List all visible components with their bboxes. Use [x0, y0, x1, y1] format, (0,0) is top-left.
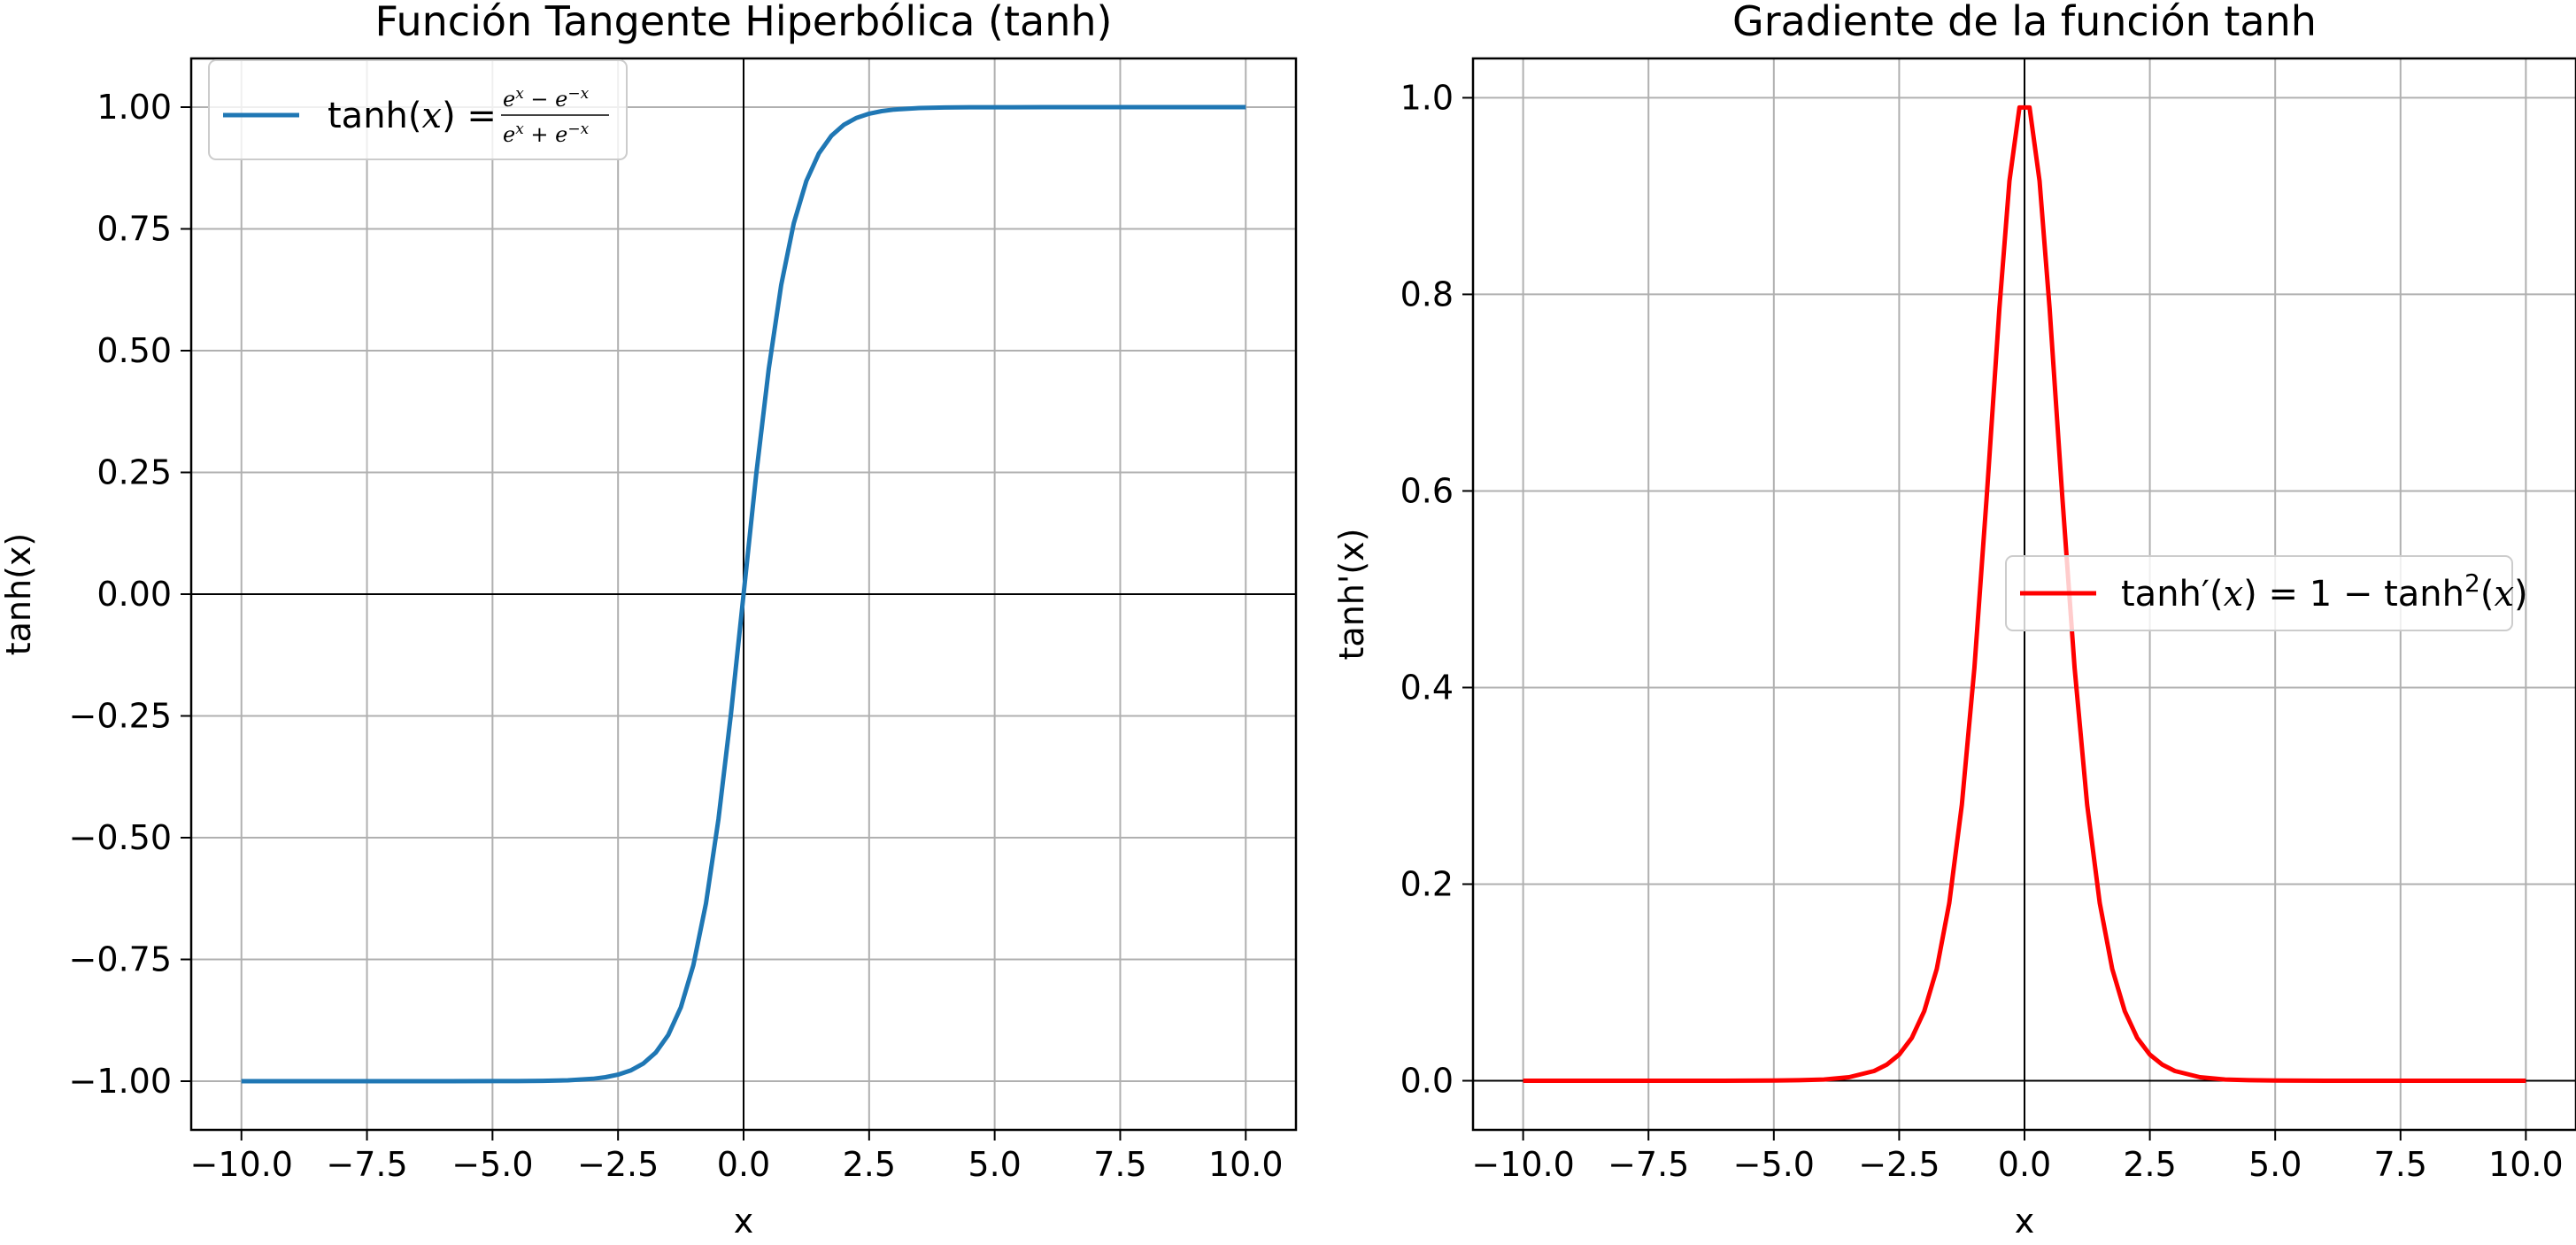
tanh-y-tick-label: −0.75 — [69, 940, 172, 979]
gradient-y-tick-label: 0.4 — [1400, 668, 1454, 707]
tanh-y-tick-label: −0.25 — [69, 697, 172, 736]
gradient-x-tick-label: −2.5 — [1858, 1145, 1940, 1184]
tanh-x-tick-label: −5.0 — [451, 1145, 533, 1184]
tanh-x-tick-label: −2.5 — [577, 1145, 659, 1184]
tanh-y-tick-label: 0.75 — [96, 210, 172, 249]
tanh-y-tick-label: −0.50 — [69, 818, 172, 857]
gradient-y-tick-label: 0.6 — [1400, 471, 1454, 510]
gradient-x-ticks: −10.0 −7.5 −5.0 −2.5 0.0 2.5 5.0 7.5 10.0 — [1471, 1130, 2564, 1184]
tanh-x-tick-label: 2.5 — [843, 1145, 896, 1184]
tanh-x-axis-label: x — [734, 1202, 754, 1241]
gradient-subplot: −10.0 −7.5 −5.0 −2.5 0.0 2.5 5.0 7.5 10.0 0.0 0.2… — [1332, 0, 2576, 1241]
gradient-x-tick-label: −10.0 — [1471, 1145, 1574, 1184]
gradient-y-tick-label: 1.0 — [1400, 78, 1454, 117]
gradient-x-tick-label: −5.0 — [1733, 1145, 1815, 1184]
tanh-y-tick-label: 0.00 — [96, 575, 172, 614]
tanh-y-tick-label: 1.00 — [96, 88, 172, 127]
tanh-x-tick-label: 7.5 — [1093, 1145, 1146, 1184]
tanh-y-tick-label: −1.00 — [69, 1062, 172, 1101]
gradient-series-line — [1523, 104, 2526, 1083]
tanh-x-tick-label: 0.0 — [717, 1145, 770, 1184]
tanh-legend-label: tanh(x) = — [328, 96, 497, 136]
tanh-legend-box — [208, 59, 628, 160]
tanh-x-ticks: −10.0 −7.5 −5.0 −2.5 0.0 2.5 5.0 7.5 10.0 — [190, 1130, 1284, 1184]
gradient-x-tick-label: 10.0 — [2488, 1145, 2564, 1184]
gradient-legend-label: tanh′(x) = 1 − tanh2(x) — [2121, 568, 2528, 615]
tanh-x-tick-label: 10.0 — [1208, 1145, 1284, 1184]
gradient-chart-title: Gradiente de la función tanh — [1732, 0, 2317, 45]
tanh-y-axis-label: tanh(x) — [0, 533, 38, 656]
gradient-x-tick-label: −7.5 — [1608, 1145, 1689, 1184]
gradient-x-tick-label: 5.0 — [2248, 1145, 2302, 1184]
gradient-legend: tanh′(x) = 1 − tanh2(x) — [2005, 555, 2528, 631]
gradient-x-axis-label: x — [2015, 1202, 2035, 1241]
tanh-chart-title: Función Tangente Hiperbólica (tanh) — [375, 0, 1113, 45]
tanh-x-tick-label: −10.0 — [190, 1145, 293, 1184]
gradient-y-axis-label: tanh'(x) — [1332, 529, 1371, 661]
tanh-series-line — [241, 104, 1246, 1084]
gradient-x-tick-label: 0.0 — [1998, 1145, 2051, 1184]
tanh-x-tick-label: −7.5 — [326, 1145, 407, 1184]
gradient-y-ticks: 0.0 0.2 0.4 0.6 0.8 1.0 — [1400, 78, 1473, 1100]
tanh-y-tick-label: 0.50 — [96, 331, 172, 370]
gradient-y-tick-label: 0.8 — [1400, 275, 1454, 313]
tanh-subplot: −10.0 −7.5 −5.0 −2.5 0.0 2.5 5.0 7.5 10.0 −1.00−… — [0, 0, 1298, 1241]
gradient-y-tick-label: 0.0 — [1400, 1061, 1454, 1100]
gradient-x-tick-label: 2.5 — [2123, 1145, 2176, 1184]
tanh-y-tick-label: 0.25 — [96, 453, 172, 492]
gradient-y-tick-label: 0.2 — [1400, 864, 1454, 903]
tanh-x-tick-label: 5.0 — [968, 1145, 1021, 1184]
tanh-series-group — [241, 104, 1246, 1084]
tanh-legend: tanh(x) = ex − e−x ex + e−x — [208, 59, 628, 160]
gradient-legend-box — [2005, 555, 2513, 631]
tanh-y-ticks: −1.00 −0.75 −0.50 −0.25 0.00 0.25 0.50 0.75 1.00 — [69, 88, 191, 1101]
gradient-series-group — [1523, 104, 2526, 1083]
gradient-x-tick-label: 7.5 — [2374, 1145, 2427, 1184]
